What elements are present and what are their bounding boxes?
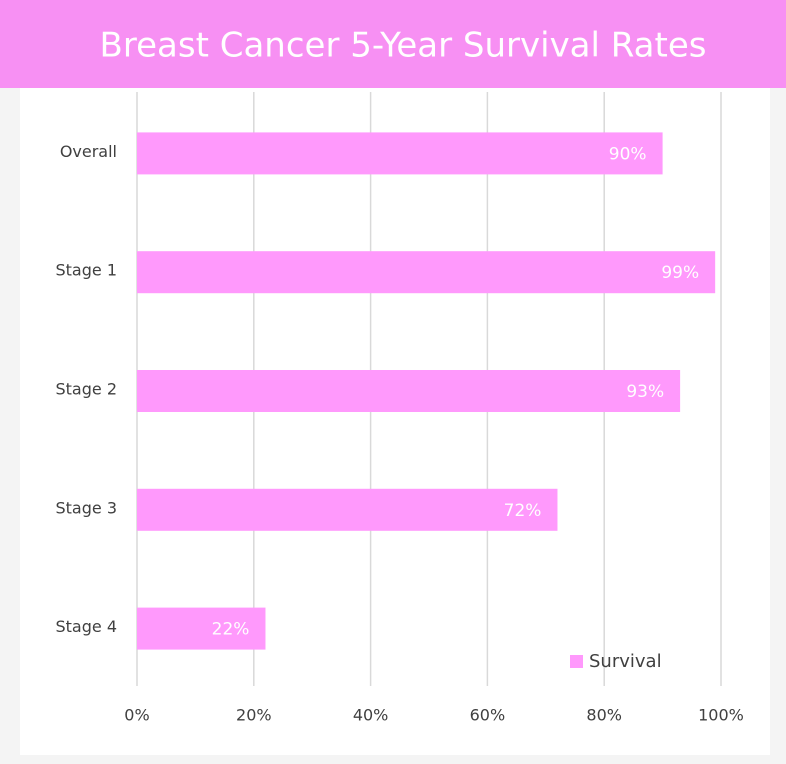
legend-label: Survival <box>589 651 662 672</box>
x-tick-label: 80% <box>586 706 622 725</box>
bar <box>137 132 663 175</box>
x-tick-label: 60% <box>470 706 506 725</box>
x-tick-label: 40% <box>353 706 389 725</box>
data-label: 72% <box>504 501 542 521</box>
data-label: 93% <box>626 382 664 402</box>
x-tick-label: 0% <box>124 706 149 725</box>
data-label: 90% <box>609 144 647 164</box>
data-label: 22% <box>212 620 250 640</box>
bar <box>137 370 681 412</box>
chart-title: Breast Cancer 5-Year Survival Rates <box>100 26 707 66</box>
bar <box>137 251 716 294</box>
y-tick-label: Stage 4 <box>56 617 118 636</box>
bar <box>137 607 266 650</box>
title-banner <box>0 0 786 88</box>
x-tick-label: 20% <box>236 706 272 725</box>
legend-swatch <box>570 655 583 668</box>
data-label: 99% <box>661 263 699 283</box>
bar <box>137 488 558 531</box>
y-tick-label: Overall <box>60 142 117 161</box>
y-tick-label: Stage 2 <box>56 380 118 399</box>
y-tick-label: Stage 1 <box>56 261 118 280</box>
y-tick-label: Stage 3 <box>56 498 118 517</box>
x-tick-label: 100% <box>698 706 744 725</box>
